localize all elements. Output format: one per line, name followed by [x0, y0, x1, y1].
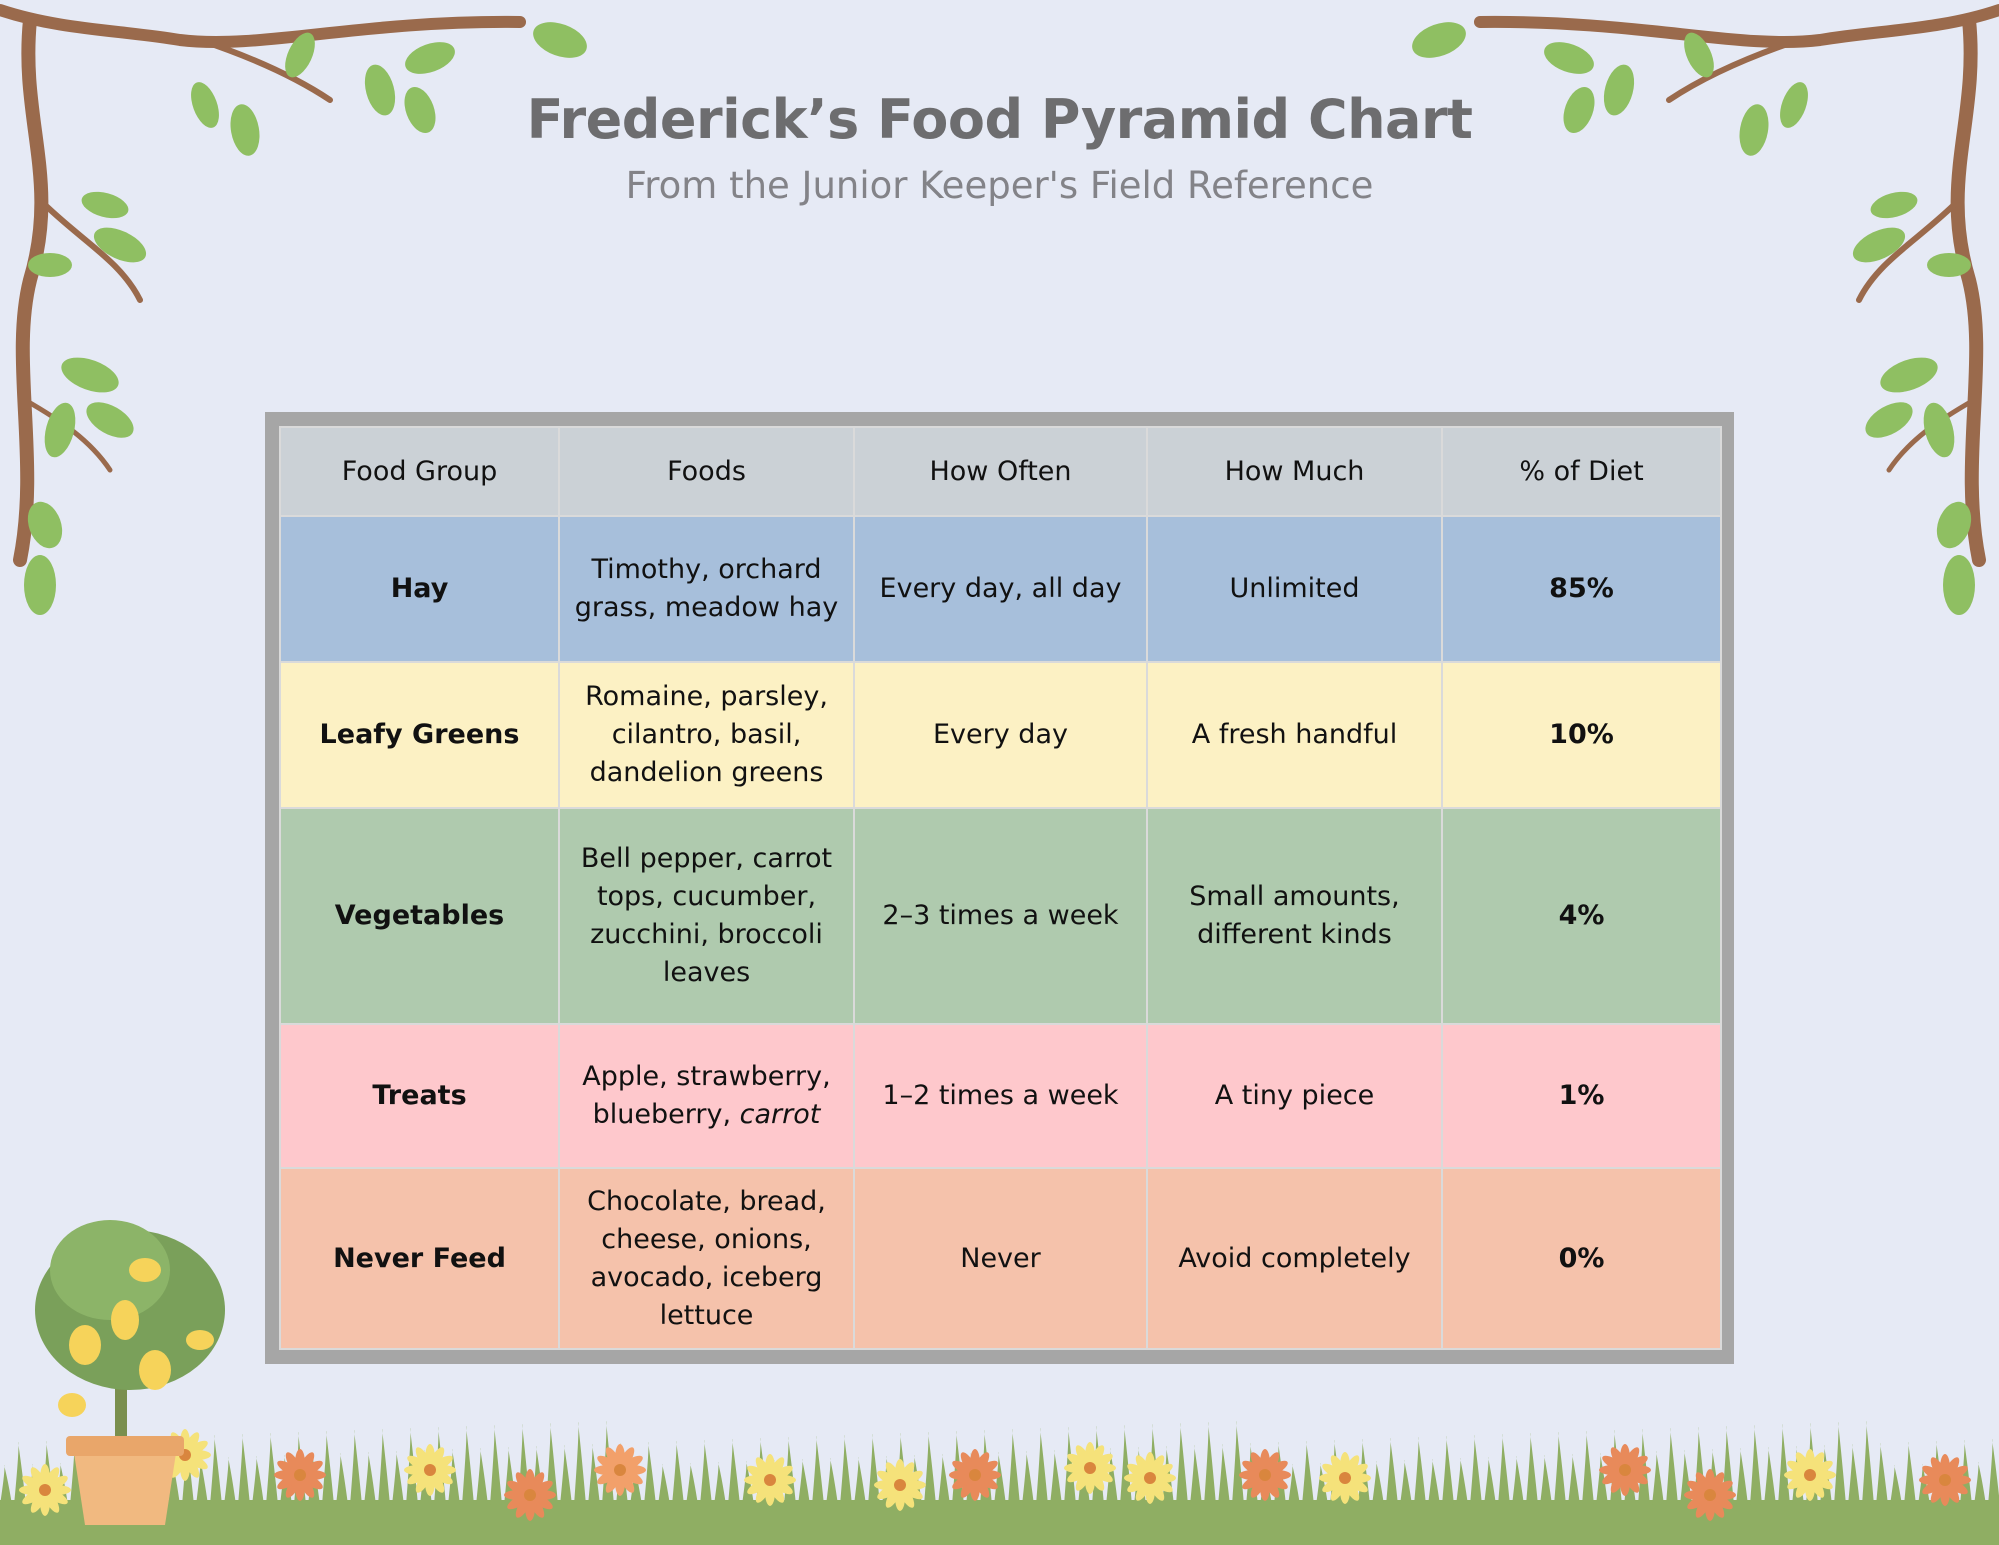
- cell: A tiny piece: [1146, 1023, 1443, 1169]
- lemon-tree: [35, 1220, 225, 1525]
- flower-center: [894, 1479, 906, 1491]
- cell: Bell pepper, carrot tops, cucumber, zucc…: [558, 807, 855, 1025]
- flower-center: [524, 1489, 536, 1501]
- flower-center: [764, 1474, 776, 1486]
- cell: 10%: [1441, 661, 1722, 809]
- table-row: Vegetables Bell pepper, carrot tops, cucu…: [279, 807, 1722, 1025]
- table-frame: Food Group Foods How Often How Much% of Die…: [265, 412, 1734, 1364]
- leaves: [24, 22, 1975, 615]
- flower-center: [969, 1469, 981, 1481]
- flower-center: [1084, 1462, 1096, 1474]
- cell: A fresh handful: [1146, 661, 1443, 809]
- cell: Chocolate, bread, cheese, onions, avocad…: [558, 1167, 855, 1350]
- cell: Avoid completely: [1146, 1167, 1443, 1350]
- flower-center: [1619, 1464, 1631, 1476]
- table-row: Hay Timothy, orchard grass, meadow hay Eve…: [279, 515, 1722, 663]
- cell: 0%: [1441, 1167, 1722, 1350]
- flower-center: [1804, 1469, 1816, 1481]
- cell: 2–3 times a week: [853, 807, 1148, 1025]
- flower-center: [294, 1469, 306, 1481]
- title: Frederick’s Food Pyramid Chart: [526, 88, 1473, 151]
- table-row: Leafy Greens Romaine, parsley, cilantro, …: [279, 661, 1722, 809]
- flower-center: [39, 1484, 51, 1496]
- cell: Unlimited: [1146, 515, 1443, 663]
- column-header: Foods: [558, 426, 855, 517]
- cell: 4%: [1441, 807, 1722, 1025]
- column-header: % of Diet: [1441, 426, 1722, 517]
- flower-center: [1939, 1474, 1951, 1486]
- column-header: How Often: [853, 426, 1148, 517]
- cell-text: Apple, strawberry, blueberry,: [582, 1061, 831, 1130]
- cell: Leafy Greens: [279, 661, 560, 809]
- cell: Every day, all day: [853, 515, 1148, 663]
- table-row: Never Feed Chocolate, bread, cheese, onio…: [279, 1167, 1722, 1350]
- flower-center: [1704, 1489, 1716, 1501]
- cell: Timothy, orchard grass, meadow hay: [558, 515, 855, 663]
- cell: Romaine, parsley, cilantro, basil, dande…: [558, 661, 855, 809]
- cell: Never: [853, 1167, 1148, 1350]
- header-row: Food Group Foods How Often How Much% of Die…: [279, 426, 1722, 517]
- flower-center: [614, 1464, 626, 1476]
- cell: Small amounts, different kinds: [1146, 807, 1443, 1025]
- flower-center: [1259, 1469, 1271, 1481]
- table-row: Treats Apple, strawberry, blueberry, carr…: [279, 1023, 1722, 1169]
- flower-center: [1144, 1472, 1156, 1484]
- cell: 1%: [1441, 1023, 1722, 1169]
- cell: Hay: [279, 515, 560, 663]
- cell: Vegetables: [279, 807, 560, 1025]
- column-header: How Much: [1146, 426, 1443, 517]
- cell: 1–2 times a week: [853, 1023, 1148, 1169]
- cell-text: carrot: [739, 1099, 821, 1130]
- flowers: [19, 1429, 1971, 1521]
- cell: Apple, strawberry, blueberry, carrot: [558, 1023, 855, 1169]
- column-header: Food Group: [279, 426, 560, 517]
- branches: [0, 4, 1999, 567]
- cell: Every day: [853, 661, 1148, 809]
- flower-center: [1339, 1472, 1351, 1484]
- grass: [0, 1421, 1999, 1545]
- cell: Never Feed: [279, 1167, 560, 1350]
- subtitle: From the Junior Keeper's Field Reference: [625, 164, 1374, 207]
- flower-center: [424, 1464, 436, 1476]
- food-table: Food Group Foods How Often How Much% of Die…: [279, 426, 1722, 1350]
- cell: Treats: [279, 1023, 560, 1169]
- cell: 85%: [1441, 515, 1722, 663]
